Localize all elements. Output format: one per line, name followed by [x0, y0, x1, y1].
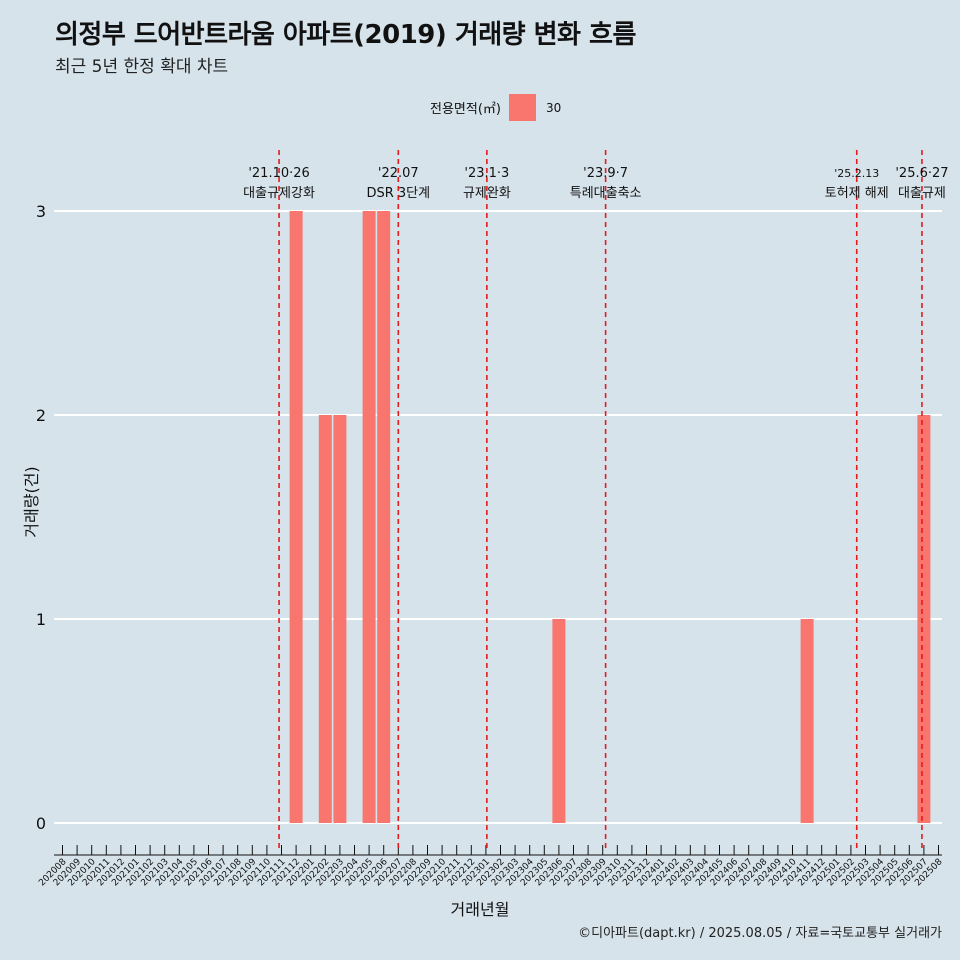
event-date-label: '25.2.13	[834, 167, 879, 180]
event-description-label: 규제완화	[463, 186, 511, 201]
bar	[333, 415, 347, 823]
chart-subtitle: 최근 5년 한정 확대 차트	[55, 57, 229, 77]
x-axis-label: 거래년월	[450, 900, 510, 919]
legend-title: 전용면적(㎡)	[430, 102, 501, 117]
event-date-label: '23.1·3	[464, 166, 509, 181]
event-date-label: '23.9·7	[583, 166, 628, 181]
event-date-label: '25.6·27	[895, 166, 948, 181]
y-tick-label: 0	[36, 814, 46, 833]
event-description-label: 특례대출축소	[570, 186, 642, 201]
event-date-label: '21.10·26	[248, 166, 309, 181]
bar	[362, 211, 376, 823]
bar	[318, 415, 332, 823]
event-description-label: 토허제 해제	[825, 186, 889, 201]
event-description-label: 대출규제강화	[243, 186, 315, 201]
bar	[377, 211, 391, 823]
y-tick-label: 1	[36, 610, 46, 629]
legend: 전용면적(㎡) 30	[430, 94, 561, 121]
bar	[800, 619, 814, 823]
event-description-label: 대출규제	[898, 186, 946, 201]
bar	[917, 415, 931, 823]
legend-swatch	[508, 94, 536, 121]
legend-label: 30	[545, 100, 562, 115]
event-description-label: DSR 3단계	[366, 186, 430, 201]
event-date-label: '22.07	[378, 166, 419, 181]
y-tick-label: 2	[36, 406, 46, 425]
y-tick-label: 3	[36, 202, 46, 221]
bar	[552, 619, 566, 823]
source-caption: ©디아파트(dapt.kr) / 2025.08.05 / 자료=국토교통부 실…	[578, 926, 942, 941]
y-axis-label: 거래량(건)	[22, 466, 41, 538]
bar	[289, 211, 303, 823]
chart-title: 의정부 드어반트라움 아파트(2019) 거래량 변화 흐름	[55, 20, 636, 50]
